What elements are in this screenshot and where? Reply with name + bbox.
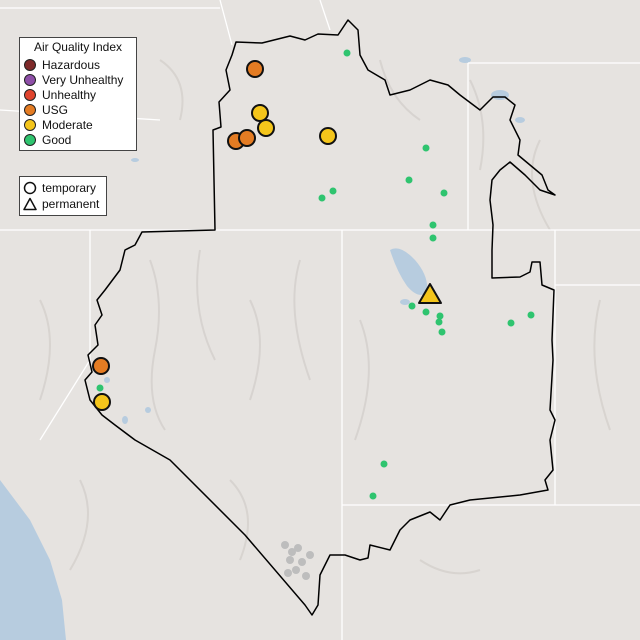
usg-swatch-icon xyxy=(24,104,36,116)
moderate-swatch-icon xyxy=(24,119,36,131)
legend-label: Good xyxy=(42,133,72,147)
moderate-monitors xyxy=(93,104,337,411)
legend-label: Hazardous xyxy=(42,58,101,72)
monitor-type-legend: temporary permanent xyxy=(19,176,107,216)
inactive-monitors xyxy=(281,541,314,580)
triangle-outline-icon xyxy=(23,197,37,210)
legend-item-permanent: permanent xyxy=(23,196,99,211)
legend-label: USG xyxy=(42,103,69,117)
very-unhealthy-swatch-icon xyxy=(24,74,36,86)
legend-item-good: Good xyxy=(24,133,71,147)
permanent-moderate-monitor xyxy=(418,283,442,304)
legend-item-hazardous: Hazardous xyxy=(24,58,100,72)
legend-item-temporary: temporary xyxy=(23,180,96,195)
ocean xyxy=(0,480,66,640)
legend-label: Very Unhealthy xyxy=(42,73,124,87)
legend-item-moderate: Moderate xyxy=(24,118,93,132)
legend-label: Moderate xyxy=(42,118,93,132)
legend-label: temporary xyxy=(42,180,97,195)
hazardous-swatch-icon xyxy=(24,59,36,71)
terrain-shading xyxy=(39,59,611,575)
legend-label: Unhealthy xyxy=(42,88,97,102)
legend-title: Air Quality Index xyxy=(33,40,123,54)
legend-item-usg: USG xyxy=(24,103,68,117)
legend-item-very-unhealthy: Very Unhealthy xyxy=(24,73,123,87)
region-boundary xyxy=(84,19,556,616)
aqi-legend: Air Quality Index Hazardous Very Unhealt… xyxy=(19,37,137,151)
good-swatch-icon xyxy=(24,134,36,146)
legend-label: permanent xyxy=(42,196,100,211)
usg-monitors xyxy=(92,60,264,375)
lakes xyxy=(104,57,525,424)
circle-outline-icon xyxy=(23,181,37,194)
legend-item-unhealthy: Unhealthy xyxy=(24,88,96,102)
unhealthy-swatch-icon xyxy=(24,89,36,101)
good-monitors xyxy=(96,49,535,500)
